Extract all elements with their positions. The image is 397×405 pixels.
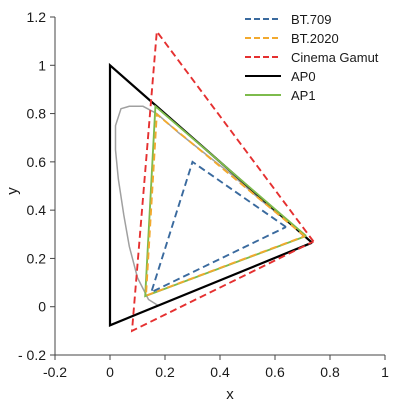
x-tick-label: 0.6 (265, 364, 285, 380)
series-cinema-gamut-line (130, 28, 315, 333)
legend: BT.709 BT.2020 Cinema Gamut AP0 AP1 (245, 12, 379, 103)
y-tick-label: - 0.2 (18, 347, 46, 363)
series-bt-2020-line (144, 112, 306, 298)
y-tick-label: 0.8 (27, 106, 47, 122)
y-tick-label: 1.2 (27, 9, 47, 25)
spectral-locus (114, 105, 313, 307)
legend-label-cinema-gamut: Cinema Gamut (291, 50, 379, 65)
y-tick-label: 0.6 (27, 154, 47, 170)
x-axis-label: x (226, 386, 234, 400)
series-bt-709-line (149, 160, 287, 295)
y-tick-label: 1 (38, 57, 46, 73)
series-ap1-line (144, 104, 307, 298)
spectral-locus-line (114, 105, 313, 307)
legend-label-bt-709: BT.709 (291, 12, 331, 27)
legend-label-bt-2020: BT.2020 (291, 31, 339, 46)
x-tick-label: 0.8 (320, 364, 340, 380)
y-tick-label: 0 (38, 299, 46, 315)
axes: -0.2 0 0.2 0.4 0.6 0.8 1 - 0.2 0 0.2 0.4 0.6 0.8 1 1.2… (4, 9, 389, 403)
legend-label-ap1: AP1 (291, 88, 316, 103)
y-tick-label: 0.4 (27, 202, 47, 218)
series-group (108, 28, 315, 333)
x-tick-label: 1 (381, 364, 389, 380)
x-tick-label: 0.2 (155, 364, 175, 380)
legend-label-ap0: AP0 (291, 69, 316, 84)
y-axis-label: y (4, 187, 21, 195)
y-tick-label: 0.2 (27, 250, 47, 266)
x-tick-label: 0 (106, 364, 114, 380)
x-tick-label: -0.2 (43, 364, 67, 380)
x-tick-label: 0.4 (210, 364, 230, 380)
